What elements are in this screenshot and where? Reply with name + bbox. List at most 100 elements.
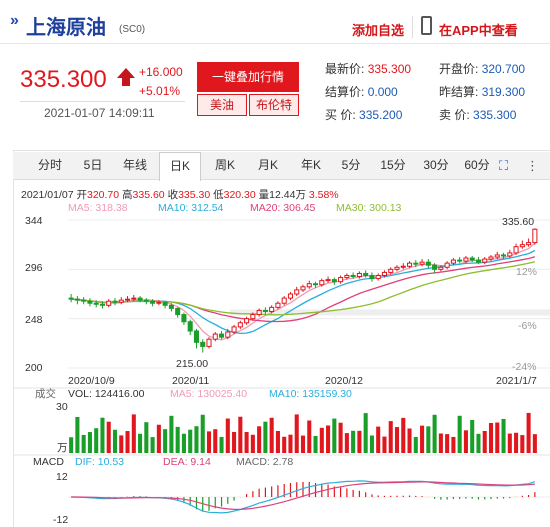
volume-bar — [344, 433, 349, 453]
volume-bar — [332, 418, 337, 453]
tab-60min[interactable]: 60分 — [464, 158, 490, 172]
tab-daily-k[interactable]: 日K — [159, 152, 201, 181]
volume-bar — [188, 429, 193, 453]
volume-bar — [69, 437, 74, 453]
tab-yearline[interactable]: 年线 — [122, 158, 147, 172]
tab-weekly-k[interactable]: 周K — [214, 158, 235, 172]
vol-unit: 万 — [57, 442, 68, 454]
candle-body — [325, 279, 331, 282]
candle-body — [432, 264, 438, 270]
volume-bar — [451, 436, 456, 453]
view-in-app-link[interactable]: 在APP中查看 — [439, 23, 518, 38]
us-oil-button[interactable]: 美油 — [197, 94, 247, 116]
volume-bar — [106, 421, 111, 453]
candle-body — [494, 254, 500, 258]
brent-button[interactable]: 布伦特 — [249, 94, 299, 116]
ma30-label: MA30: 300.13 — [336, 202, 402, 214]
candle-body — [281, 297, 287, 304]
up-arrow-stem — [122, 78, 130, 86]
y-tick-344: 344 — [25, 215, 43, 227]
chart-panel — [13, 150, 550, 527]
stat-open: 开盘价: 320.700 — [439, 62, 526, 76]
overlay-quotes-button[interactable]: 一键叠加行情 — [197, 62, 299, 92]
volume-bar — [238, 416, 243, 453]
tab-monthly-k[interactable]: 月K — [257, 158, 278, 172]
x-tick-nov: 2020/11 — [172, 375, 209, 387]
candle-body — [319, 280, 325, 286]
chart-grid — [68, 219, 550, 369]
volume-bar — [388, 421, 393, 453]
volume-bar — [369, 435, 374, 453]
volume-bar — [526, 412, 531, 453]
volume-bar — [438, 433, 443, 453]
candle-body — [294, 289, 300, 295]
macd-tick-neg12: -12 — [53, 514, 68, 526]
candle-body — [363, 272, 369, 277]
volume-bar — [532, 434, 537, 453]
volume-bar — [87, 432, 92, 453]
candle-body — [469, 257, 475, 261]
tab-15min[interactable]: 15分 — [380, 158, 406, 172]
volume-bar — [507, 433, 512, 453]
volume-bar — [75, 416, 80, 453]
volume-bar — [351, 430, 356, 453]
tab-5min[interactable]: 5分 — [341, 158, 361, 172]
vol-value: VOL: 124416.00 — [68, 388, 145, 400]
candle-body — [137, 297, 143, 301]
tab-yearly-k[interactable]: 年K — [300, 158, 321, 172]
volume-bar — [244, 432, 249, 453]
volume-bar — [300, 435, 306, 453]
candle-body — [231, 326, 237, 333]
candle-body — [118, 299, 124, 303]
y-pct-12: 12% — [516, 266, 537, 278]
volume-bar — [294, 414, 299, 453]
high-label: 335.60 — [502, 216, 534, 228]
candle-body — [106, 300, 112, 306]
candle-body — [87, 300, 93, 304]
volume-bar — [288, 434, 293, 453]
candle-body — [500, 254, 507, 257]
candle-body — [212, 333, 218, 340]
volume-bar — [125, 431, 130, 453]
y-pct-neg6: -6% — [518, 320, 537, 332]
candle-body — [124, 298, 131, 301]
volume-bar — [131, 414, 136, 453]
tab-intraday[interactable]: 分时 — [37, 158, 62, 172]
volume-bar — [319, 427, 324, 453]
more-options-icon[interactable]: ⋮ — [526, 158, 539, 173]
volume-bar — [94, 428, 99, 453]
volume-bar — [407, 428, 412, 453]
volume-bar — [463, 430, 468, 453]
candle-body — [112, 300, 118, 303]
volume-bar — [470, 419, 475, 453]
double-arrow-icon[interactable]: » — [10, 12, 19, 29]
candle-body — [457, 259, 463, 262]
volume-bar — [175, 426, 180, 453]
macd-title: MACD — [33, 456, 64, 468]
candle-body — [344, 275, 350, 279]
volume-bars — [69, 412, 537, 453]
x-tick-dec: 2020/12 — [325, 375, 363, 387]
add-watchlist-link[interactable]: 添加自选 — [352, 23, 405, 38]
candle-body — [463, 257, 469, 262]
volume-bar — [457, 415, 462, 453]
candle-body — [206, 338, 212, 347]
candle-body — [312, 283, 319, 286]
candle-body — [394, 266, 400, 270]
macd-dif: DIF: 10.53 — [75, 456, 124, 468]
tab-5day[interactable]: 5日 — [83, 158, 103, 172]
x-tick-oct: 2020/10/9 — [68, 375, 115, 387]
macd-tick-12: 12 — [56, 471, 68, 483]
candle-body — [225, 331, 231, 338]
fullscreen-icon[interactable]: ⛶ — [499, 158, 509, 173]
volume-bar — [263, 421, 268, 453]
volume-bar — [269, 417, 274, 453]
candle-body — [275, 302, 281, 308]
ma5-label: MA5: 318.38 — [68, 202, 128, 214]
stat-ask: 卖 价: 335.300 — [439, 108, 517, 122]
volume-bar — [376, 426, 381, 453]
volume-bar — [363, 413, 368, 453]
phone-icon[interactable] — [421, 16, 432, 35]
candle-body — [350, 275, 356, 278]
tab-30min[interactable]: 30分 — [423, 158, 449, 172]
